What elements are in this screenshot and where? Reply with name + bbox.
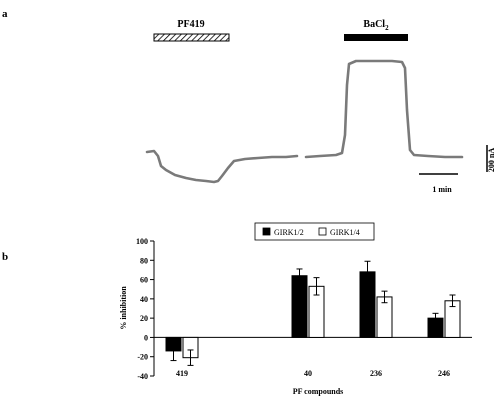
pf419-bar-label: PF419 — [177, 19, 204, 30]
x-tick-labels: 419 40 236 246 — [176, 369, 450, 378]
x-tick-label: 236 — [370, 369, 382, 378]
y-ticks: -40 -20 0 20 40 60 80 100 — [136, 237, 154, 381]
x-tick-label: 246 — [438, 369, 450, 378]
scale-y-label: 200 nA — [487, 148, 496, 172]
y-tick-label: 80 — [140, 256, 148, 265]
current-trace-bacl2 — [304, 59, 464, 159]
scale-x-label: 1 min — [432, 185, 452, 194]
legend-label-girk12: GIRK1/2 — [274, 228, 304, 237]
x-tick-label: 419 — [176, 369, 188, 378]
legend-swatch-girk14 — [318, 227, 327, 236]
x-tick-label: 40 — [304, 369, 312, 378]
legend-box — [254, 222, 375, 241]
y-tick-label: 0 — [144, 333, 148, 342]
y-tick-label: -40 — [137, 372, 148, 381]
bacl2-application-bar — [344, 34, 408, 41]
pf419-application-bar — [153, 33, 230, 42]
y-tick-label: -20 — [137, 353, 148, 362]
y-tick-label: 60 — [140, 276, 148, 285]
bars — [165, 260, 461, 366]
y-axis-label: % inhibition — [119, 286, 128, 330]
panel-a-label: a — [2, 8, 8, 20]
y-tick-label: 20 — [140, 314, 148, 323]
panel-b-label: b — [2, 251, 8, 263]
y-tick-label: 40 — [140, 295, 148, 304]
legend-swatch-girk12 — [262, 227, 271, 236]
x-axis-label: PF compounds — [293, 387, 344, 396]
current-trace-pf419 — [145, 149, 299, 184]
legend-label-girk14: GIRK1/4 — [330, 228, 360, 237]
y-tick-label: 100 — [136, 237, 148, 246]
bar-girk12-40 — [291, 275, 308, 338]
bacl2-bar-label: BaCl2 — [363, 19, 389, 32]
legend: GIRK1/2 GIRK1/4 — [254, 222, 375, 241]
